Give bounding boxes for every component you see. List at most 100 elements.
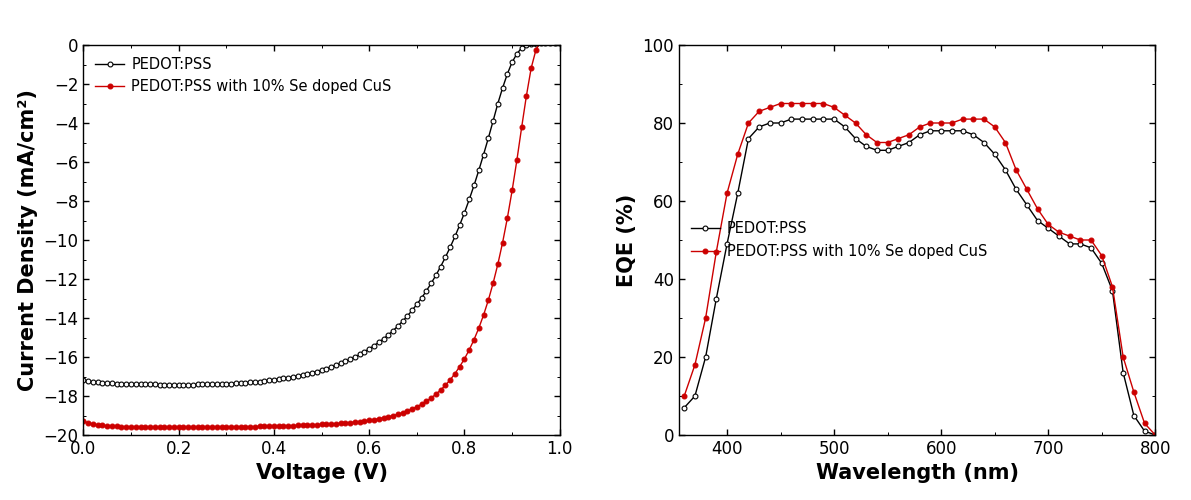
PEDOT:PSS with 10% Se doped CuS [143, 424, 157, 430]
PEDOT:PSS [1127, 412, 1141, 418]
PEDOT:PSS [438, 254, 453, 260]
PEDOT:PSS [110, 380, 124, 386]
PEDOT:PSS [859, 144, 873, 150]
PEDOT:PSS [538, 40, 553, 46]
PEDOT:PSS with 10% Se doped CuS [1009, 167, 1023, 173]
PEDOT:PSS [773, 120, 787, 126]
PEDOT:PSS with 10% Se doped CuS [891, 136, 905, 141]
PEDOT:PSS [414, 295, 429, 301]
PEDOT:PSS with 10% Se doped CuS [676, 393, 691, 399]
PEDOT:PSS with 10% Se doped CuS [784, 100, 798, 106]
PEDOT:PSS with 10% Se doped CuS [110, 424, 124, 430]
PEDOT:PSS with 10% Se doped CuS [1030, 206, 1045, 212]
PEDOT:PSS [805, 116, 819, 122]
PEDOT:PSS [1062, 241, 1077, 247]
PEDOT:PSS [944, 128, 959, 134]
PEDOT:PSS [816, 116, 830, 122]
Line: PEDOT:PSS: PEDOT:PSS [81, 40, 562, 387]
PEDOT:PSS [687, 393, 701, 399]
PEDOT:PSS with 10% Se doped CuS [805, 100, 819, 106]
PEDOT:PSS with 10% Se doped CuS [848, 120, 862, 126]
PEDOT:PSS [1084, 245, 1098, 251]
PEDOT:PSS [76, 378, 91, 384]
PEDOT:PSS [752, 124, 766, 130]
Legend: PEDOT:PSS, PEDOT:PSS with 10% Se doped CuS: PEDOT:PSS, PEDOT:PSS with 10% Se doped C… [91, 52, 397, 98]
PEDOT:PSS with 10% Se doped CuS [414, 401, 429, 407]
PEDOT:PSS [966, 132, 980, 138]
PEDOT:PSS [1052, 233, 1066, 239]
PEDOT:PSS [1030, 218, 1045, 224]
PEDOT:PSS [741, 136, 755, 141]
PEDOT:PSS [934, 128, 948, 134]
PEDOT:PSS with 10% Se doped CuS [987, 124, 1002, 130]
PEDOT:PSS with 10% Se doped CuS [741, 120, 755, 126]
PEDOT:PSS [869, 148, 884, 154]
PEDOT:PSS with 10% Se doped CuS [912, 124, 927, 130]
PEDOT:PSS [1095, 260, 1109, 266]
PEDOT:PSS [848, 136, 862, 141]
PEDOT:PSS [827, 116, 841, 122]
PEDOT:PSS with 10% Se doped CuS [1137, 420, 1152, 426]
Line: PEDOT:PSS: PEDOT:PSS [681, 116, 1158, 438]
PEDOT:PSS with 10% Se doped CuS [698, 315, 712, 321]
PEDOT:PSS [1105, 288, 1120, 294]
PEDOT:PSS with 10% Se doped CuS [1041, 222, 1055, 228]
X-axis label: Voltage (V): Voltage (V) [256, 464, 387, 483]
PEDOT:PSS with 10% Se doped CuS [998, 140, 1012, 145]
PEDOT:PSS with 10% Se doped CuS [1127, 389, 1141, 395]
PEDOT:PSS with 10% Se doped CuS [762, 104, 777, 110]
PEDOT:PSS [698, 354, 712, 360]
PEDOT:PSS [998, 167, 1012, 173]
PEDOT:PSS [977, 140, 991, 145]
Line: PEDOT:PSS with 10% Se doped CuS: PEDOT:PSS with 10% Se doped CuS [681, 101, 1158, 438]
PEDOT:PSS [1148, 432, 1162, 438]
PEDOT:PSS [553, 40, 567, 46]
PEDOT:PSS [1009, 186, 1023, 192]
PEDOT:PSS [837, 124, 852, 130]
Line: PEDOT:PSS with 10% Se doped CuS: PEDOT:PSS with 10% Se doped CuS [81, 34, 562, 429]
PEDOT:PSS [923, 128, 937, 134]
PEDOT:PSS [1116, 370, 1130, 376]
PEDOT:PSS with 10% Se doped CuS [730, 151, 744, 157]
PEDOT:PSS [1041, 226, 1055, 232]
PEDOT:PSS with 10% Se doped CuS [923, 120, 937, 126]
PEDOT:PSS with 10% Se doped CuS [300, 422, 314, 428]
PEDOT:PSS with 10% Se doped CuS [902, 132, 916, 138]
PEDOT:PSS with 10% Se doped CuS [816, 100, 830, 106]
PEDOT:PSS with 10% Se doped CuS [367, 416, 381, 422]
PEDOT:PSS [794, 116, 809, 122]
PEDOT:PSS with 10% Se doped CuS [1116, 354, 1130, 360]
PEDOT:PSS [152, 382, 167, 388]
PEDOT:PSS with 10% Se doped CuS [719, 190, 734, 196]
PEDOT:PSS [784, 116, 798, 122]
PEDOT:PSS with 10% Se doped CuS [200, 424, 214, 430]
Legend: PEDOT:PSS, PEDOT:PSS with 10% Se doped CuS: PEDOT:PSS, PEDOT:PSS with 10% Se doped C… [686, 217, 992, 263]
Y-axis label: EQE (%): EQE (%) [617, 194, 637, 286]
PEDOT:PSS [300, 371, 314, 377]
PEDOT:PSS with 10% Se doped CuS [1062, 233, 1077, 239]
PEDOT:PSS with 10% Se doped CuS [1095, 252, 1109, 258]
PEDOT:PSS with 10% Se doped CuS [955, 116, 969, 122]
PEDOT:PSS with 10% Se doped CuS [827, 104, 841, 110]
X-axis label: Wavelength (nm): Wavelength (nm) [816, 464, 1018, 483]
PEDOT:PSS [891, 144, 905, 150]
PEDOT:PSS with 10% Se doped CuS [709, 248, 723, 254]
PEDOT:PSS with 10% Se doped CuS [1019, 186, 1034, 192]
PEDOT:PSS [912, 132, 927, 138]
PEDOT:PSS [762, 120, 777, 126]
PEDOT:PSS [1073, 241, 1087, 247]
PEDOT:PSS [730, 190, 744, 196]
PEDOT:PSS with 10% Se doped CuS [934, 120, 948, 126]
PEDOT:PSS [1019, 202, 1034, 208]
PEDOT:PSS with 10% Se doped CuS [1084, 237, 1098, 243]
PEDOT:PSS with 10% Se doped CuS [752, 108, 766, 114]
PEDOT:PSS with 10% Se doped CuS [1105, 284, 1120, 290]
PEDOT:PSS with 10% Se doped CuS [837, 112, 852, 118]
PEDOT:PSS with 10% Se doped CuS [966, 116, 980, 122]
PEDOT:PSS with 10% Se doped CuS [1073, 237, 1087, 243]
PEDOT:PSS with 10% Se doped CuS [1148, 432, 1162, 438]
PEDOT:PSS [709, 296, 723, 302]
PEDOT:PSS with 10% Se doped CuS [553, 34, 567, 40]
PEDOT:PSS with 10% Se doped CuS [944, 120, 959, 126]
PEDOT:PSS [987, 151, 1002, 157]
